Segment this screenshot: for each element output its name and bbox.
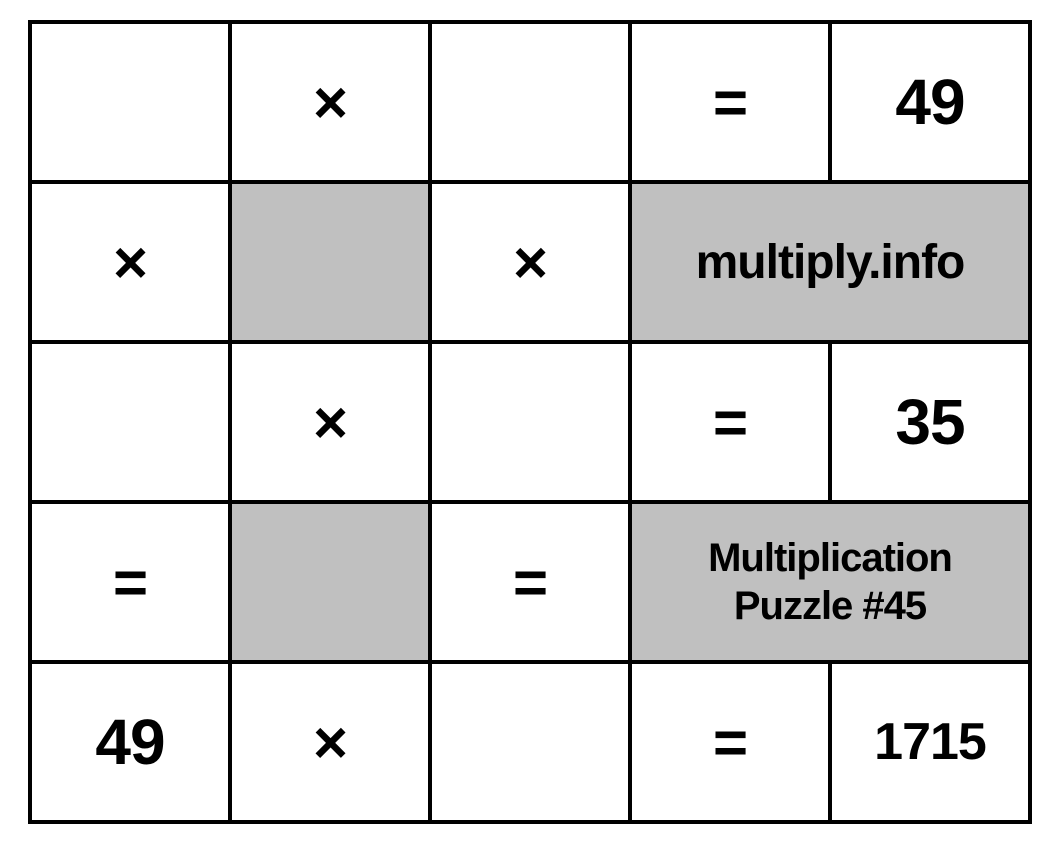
grid-row: × × multiply.info <box>30 182 1030 342</box>
blank-cell[interactable] <box>30 22 230 182</box>
result-cell: 35 <box>830 342 1030 502</box>
grid-row: × = 49 <box>30 22 1030 182</box>
puzzle-title-line1: Multiplication <box>708 536 952 580</box>
times-symbol: × <box>230 22 430 182</box>
equals-symbol: = <box>630 662 830 822</box>
puzzle-container: × = 49 × × multiply.info × = 35 = = Mult… <box>0 0 1060 844</box>
blank-cell[interactable] <box>430 342 630 502</box>
times-symbol: × <box>230 662 430 822</box>
times-symbol: × <box>230 342 430 502</box>
puzzle-title-line2: Puzzle #45 <box>734 584 926 628</box>
puzzle-grid: × = 49 × × multiply.info × = 35 = = Mult… <box>28 20 1032 824</box>
equals-symbol: = <box>630 22 830 182</box>
equals-symbol: = <box>630 342 830 502</box>
blank-cell[interactable] <box>430 22 630 182</box>
times-symbol: × <box>30 182 230 342</box>
result-cell: 1715 <box>830 662 1030 822</box>
shaded-cell <box>230 182 430 342</box>
grid-row: = = Multiplication Puzzle #45 <box>30 502 1030 662</box>
grid-row: × = 35 <box>30 342 1030 502</box>
site-label: multiply.info <box>630 182 1030 342</box>
shaded-cell <box>230 502 430 662</box>
result-cell: 49 <box>830 22 1030 182</box>
equals-symbol: = <box>30 502 230 662</box>
blank-cell[interactable] <box>30 342 230 502</box>
blank-cell[interactable] <box>430 662 630 822</box>
puzzle-title: Multiplication Puzzle #45 <box>630 502 1030 662</box>
times-symbol: × <box>430 182 630 342</box>
equals-symbol: = <box>430 502 630 662</box>
grid-row: 49 × = 1715 <box>30 662 1030 822</box>
given-cell: 49 <box>30 662 230 822</box>
